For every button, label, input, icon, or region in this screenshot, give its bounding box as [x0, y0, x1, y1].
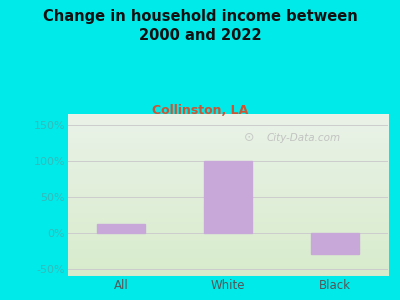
- Text: Change in household income between
2000 and 2022: Change in household income between 2000 …: [43, 9, 357, 43]
- Text: Collinston, LA: Collinston, LA: [152, 103, 248, 116]
- Bar: [97, 224, 145, 233]
- Text: ⊙: ⊙: [244, 131, 254, 144]
- Text: City-Data.com: City-Data.com: [266, 133, 340, 143]
- Bar: [204, 161, 252, 233]
- Bar: [311, 233, 359, 254]
